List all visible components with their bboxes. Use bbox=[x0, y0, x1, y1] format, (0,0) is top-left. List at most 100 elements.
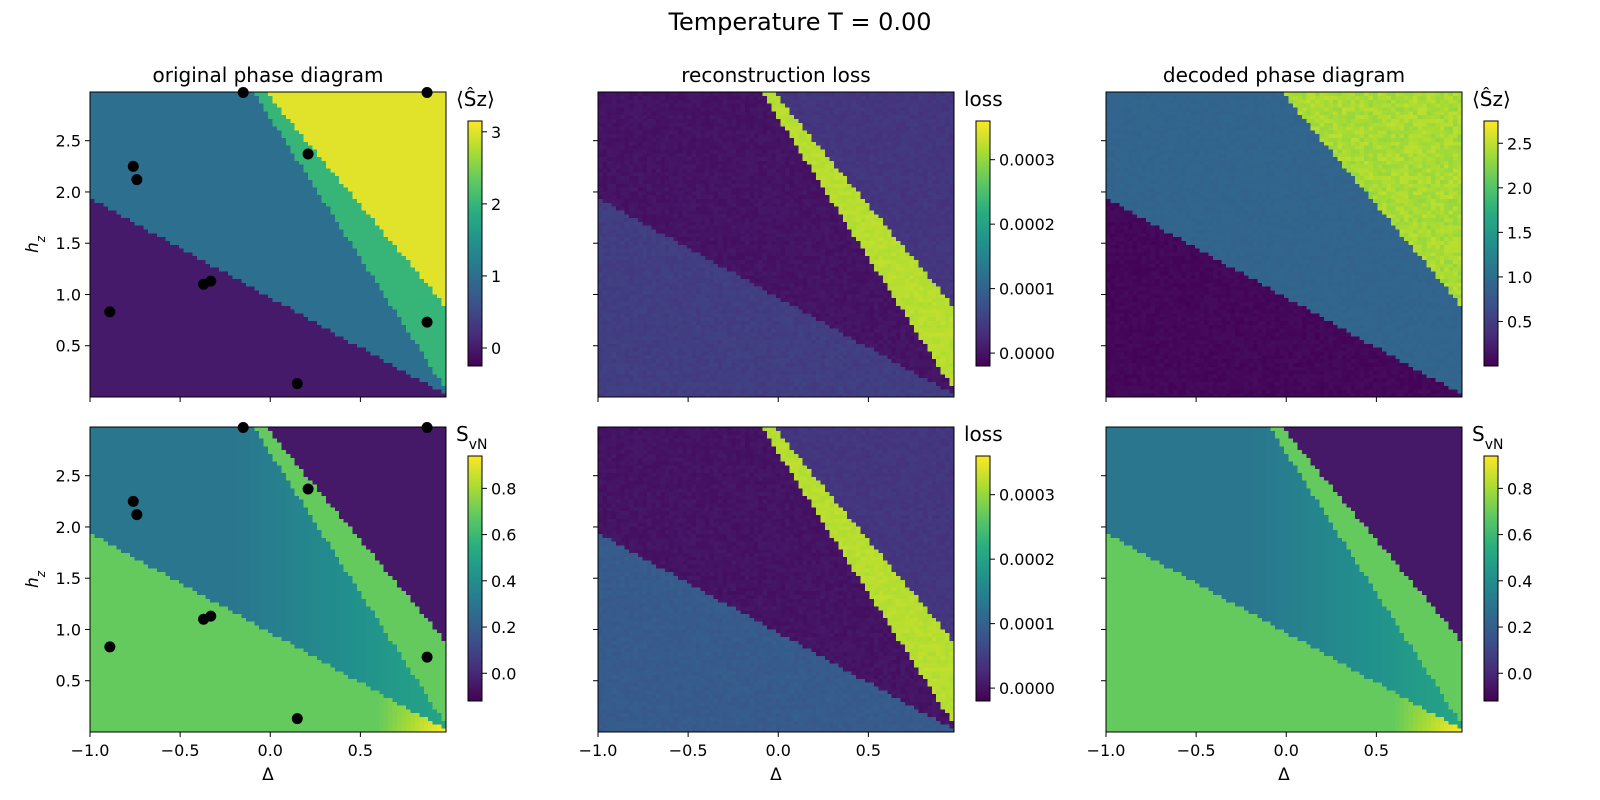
colorbar-tick-label: 0.0000 bbox=[999, 344, 1055, 363]
colorbar-label: ⟨Ŝz⟩ bbox=[1472, 87, 1511, 111]
x-axis-label: Δ bbox=[770, 765, 782, 785]
y-axis-label: hz bbox=[23, 235, 48, 253]
colorbar-tick-label: 0.6 bbox=[491, 526, 516, 545]
x-tick-label: −1.0 bbox=[579, 741, 618, 760]
scatter-point bbox=[291, 378, 303, 390]
scatter-point bbox=[127, 160, 139, 172]
y-tick-label: 1.0 bbox=[56, 285, 81, 304]
scatter-point bbox=[237, 87, 249, 99]
subplot-orig-svn: −1.0 −0.5 0.0 0.5 0.5 1.0 1.5 2.0 2.5 Δhz 0.0 0.2 0.… bbox=[23, 422, 516, 785]
x-tick-label: −0.5 bbox=[161, 741, 200, 760]
colorbar-tick-label: 3 bbox=[491, 123, 501, 142]
y-tick-label: 1.0 bbox=[56, 620, 81, 639]
y-axis-label: hz bbox=[23, 570, 48, 588]
colorbar-label: SvN bbox=[1472, 422, 1503, 453]
colorbar-tick-label: 0.0001 bbox=[999, 615, 1055, 634]
subplot-orig-sz: 0.5 1.0 1.5 2.0 2.5 original phase diagram hz 0… bbox=[23, 63, 501, 402]
colorbar-tick-label: 0.4 bbox=[1507, 572, 1532, 591]
y-tick-label: 0.5 bbox=[56, 672, 81, 691]
colorbar-tick-label: 0.4 bbox=[491, 572, 516, 591]
scatter-point bbox=[104, 641, 116, 653]
colorbar bbox=[467, 455, 483, 702]
y-tick-label: 0.5 bbox=[56, 337, 81, 356]
y-tick-label: 1.5 bbox=[56, 569, 81, 588]
heatmap-loss-sz bbox=[598, 92, 955, 398]
colorbar-tick-label: 0.5 bbox=[1507, 312, 1532, 331]
colorbar-tick-label: 1 bbox=[491, 267, 501, 286]
subplot-dec-svn: −1.0 −0.5 0.0 0.5 Δ 0.0 0.2 0.4 0.6 0.8 SvN bbox=[1087, 422, 1533, 785]
scatter-point bbox=[421, 422, 433, 434]
colorbar-tick-label: 0.2 bbox=[491, 618, 516, 637]
x-tick-label: 0.0 bbox=[258, 741, 283, 760]
plot-frame bbox=[597, 91, 955, 398]
colorbar bbox=[467, 120, 483, 367]
colorbar-tick-label: 0.0002 bbox=[999, 215, 1055, 234]
heatmap-orig-svn bbox=[90, 427, 447, 733]
colorbar bbox=[975, 455, 991, 702]
subplot-loss-sz: reconstruction loss 0.0000 0.0001 0.0002 0.0… bbox=[593, 63, 1055, 402]
colorbar-label: loss bbox=[964, 87, 1003, 111]
subplot-dec-sz: decoded phase diagram 0.5 1.0 1.5 2.0 2.5 ⟨Ŝz⟩ bbox=[1101, 63, 1532, 402]
x-axis-label: Δ bbox=[262, 765, 274, 785]
plot-frame bbox=[1105, 426, 1463, 733]
colorbar bbox=[975, 120, 991, 367]
scatter-point bbox=[421, 651, 433, 663]
x-tick-label: −1.0 bbox=[1087, 741, 1126, 760]
colorbar-label: SvN bbox=[456, 422, 487, 453]
x-tick-label: −0.5 bbox=[669, 741, 708, 760]
figure-title: Temperature T = 0.00 bbox=[0, 8, 1600, 36]
scatter-point bbox=[302, 148, 314, 160]
colorbar-tick-label: 2 bbox=[491, 195, 501, 214]
colorbar-tick-label: 0 bbox=[491, 339, 501, 358]
heatmap-loss-svn bbox=[598, 427, 955, 733]
colorbar-tick-label: 0.8 bbox=[1507, 479, 1532, 498]
heatmap-dec-sz bbox=[1106, 92, 1463, 398]
x-tick-label: 0.5 bbox=[1364, 741, 1389, 760]
colorbar-tick-label: 0.0002 bbox=[999, 550, 1055, 569]
scatter-point bbox=[421, 316, 433, 328]
colorbar bbox=[1483, 120, 1499, 367]
colorbar-tick-label: 0.0003 bbox=[999, 486, 1055, 505]
heatmap-orig-sz bbox=[90, 92, 447, 398]
y-tick-label: 2.5 bbox=[56, 467, 81, 486]
y-tick-label: 2.5 bbox=[56, 132, 81, 151]
colorbar-tick-label: 0.0 bbox=[491, 664, 516, 683]
colorbar-tick-label: 0.6 bbox=[1507, 526, 1532, 545]
colorbar-tick-label: 1.5 bbox=[1507, 223, 1532, 242]
scatter-point bbox=[205, 275, 217, 287]
colorbar-tick-label: 0.0001 bbox=[999, 280, 1055, 299]
colorbar-tick-label: 0.0 bbox=[1507, 664, 1532, 683]
x-axis-label: Δ bbox=[1278, 765, 1290, 785]
colorbar-label: ⟨Ŝz⟩ bbox=[456, 87, 495, 111]
scatter-point bbox=[104, 306, 116, 318]
scatter-point bbox=[291, 713, 303, 725]
subplot-loss-svn: −1.0 −0.5 0.0 0.5 Δ 0.0000 0.0001 0.0002 0.0003 l… bbox=[579, 422, 1055, 785]
plot-frame bbox=[89, 91, 447, 398]
colorbar-tick-label: 1.0 bbox=[1507, 268, 1532, 287]
plot-frame bbox=[597, 426, 955, 733]
y-tick-label: 2.0 bbox=[56, 518, 81, 537]
colorbar-tick-label: 2.5 bbox=[1507, 134, 1532, 153]
colorbar-tick-label: 2.0 bbox=[1507, 179, 1532, 198]
scatter-point bbox=[131, 509, 143, 521]
colorbar bbox=[1483, 455, 1499, 702]
subplot-title: reconstruction loss bbox=[681, 63, 870, 87]
plot-frame bbox=[1105, 91, 1463, 398]
colorbar-label: loss bbox=[964, 422, 1003, 446]
scatter-point bbox=[237, 422, 249, 434]
colorbar-tick-label: 0.0000 bbox=[999, 679, 1055, 698]
y-tick-label: 1.5 bbox=[56, 234, 81, 253]
colorbar-tick-label: 0.0003 bbox=[999, 151, 1055, 170]
subplot-title: decoded phase diagram bbox=[1163, 63, 1405, 87]
x-tick-label: 0.0 bbox=[766, 741, 791, 760]
subplot-title: original phase diagram bbox=[153, 63, 384, 87]
y-tick-label: 2.0 bbox=[56, 183, 81, 202]
scatter-point bbox=[205, 610, 217, 622]
colorbar-tick-label: 0.8 bbox=[491, 479, 516, 498]
plot-frame bbox=[89, 426, 447, 733]
x-tick-label: 0.5 bbox=[856, 741, 881, 760]
scatter-point bbox=[302, 483, 314, 495]
scatter-point bbox=[131, 174, 143, 186]
